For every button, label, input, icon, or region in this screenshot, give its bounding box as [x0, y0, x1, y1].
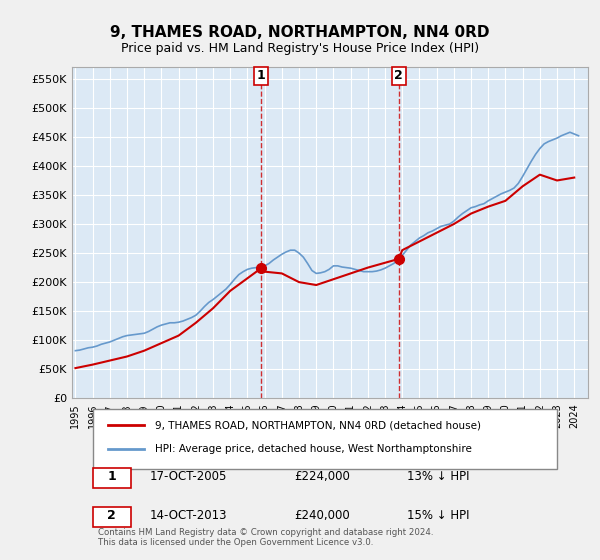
Text: 13% ↓ HPI: 13% ↓ HPI	[407, 470, 470, 483]
Text: HPI: Average price, detached house, West Northamptonshire: HPI: Average price, detached house, West…	[155, 445, 472, 455]
Text: 1: 1	[107, 470, 116, 483]
FancyBboxPatch shape	[92, 468, 131, 488]
Text: 2: 2	[394, 69, 403, 82]
Text: 1: 1	[257, 69, 266, 82]
Text: 15% ↓ HPI: 15% ↓ HPI	[407, 509, 470, 522]
Text: 14-OCT-2013: 14-OCT-2013	[149, 509, 227, 522]
FancyBboxPatch shape	[92, 507, 131, 527]
Text: 17-OCT-2005: 17-OCT-2005	[149, 470, 227, 483]
Text: Price paid vs. HM Land Registry's House Price Index (HPI): Price paid vs. HM Land Registry's House …	[121, 42, 479, 55]
Text: £224,000: £224,000	[294, 470, 350, 483]
Text: £240,000: £240,000	[294, 509, 350, 522]
FancyBboxPatch shape	[92, 409, 557, 469]
Text: 2: 2	[107, 509, 116, 522]
Text: 9, THAMES ROAD, NORTHAMPTON, NN4 0RD (detached house): 9, THAMES ROAD, NORTHAMPTON, NN4 0RD (de…	[155, 421, 481, 431]
Text: Contains HM Land Registry data © Crown copyright and database right 2024.
This d: Contains HM Land Registry data © Crown c…	[98, 528, 433, 547]
Text: 9, THAMES ROAD, NORTHAMPTON, NN4 0RD: 9, THAMES ROAD, NORTHAMPTON, NN4 0RD	[110, 25, 490, 40]
